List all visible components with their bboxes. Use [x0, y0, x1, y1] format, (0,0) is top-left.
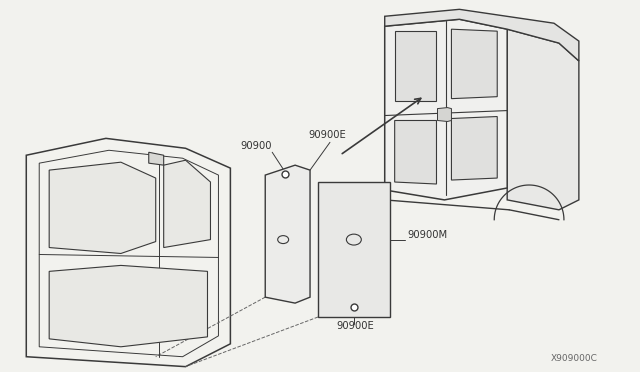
- Text: 90900E: 90900E: [336, 321, 374, 331]
- Polygon shape: [265, 165, 310, 303]
- Text: 90900: 90900: [241, 141, 272, 151]
- Polygon shape: [49, 162, 156, 253]
- Text: 90900M: 90900M: [408, 230, 448, 240]
- Polygon shape: [164, 160, 211, 247]
- Polygon shape: [395, 31, 436, 101]
- Text: 90900E: 90900E: [308, 130, 346, 140]
- Polygon shape: [395, 121, 436, 184]
- Polygon shape: [26, 138, 230, 367]
- Polygon shape: [318, 182, 390, 317]
- Ellipse shape: [346, 234, 362, 245]
- Polygon shape: [507, 29, 579, 210]
- Polygon shape: [385, 9, 579, 61]
- Polygon shape: [451, 29, 497, 99]
- Polygon shape: [148, 152, 164, 165]
- Text: X909000C: X909000C: [551, 354, 598, 363]
- Polygon shape: [438, 108, 451, 122]
- Polygon shape: [385, 19, 507, 200]
- Polygon shape: [49, 265, 207, 347]
- Ellipse shape: [278, 235, 289, 244]
- Polygon shape: [451, 116, 497, 180]
